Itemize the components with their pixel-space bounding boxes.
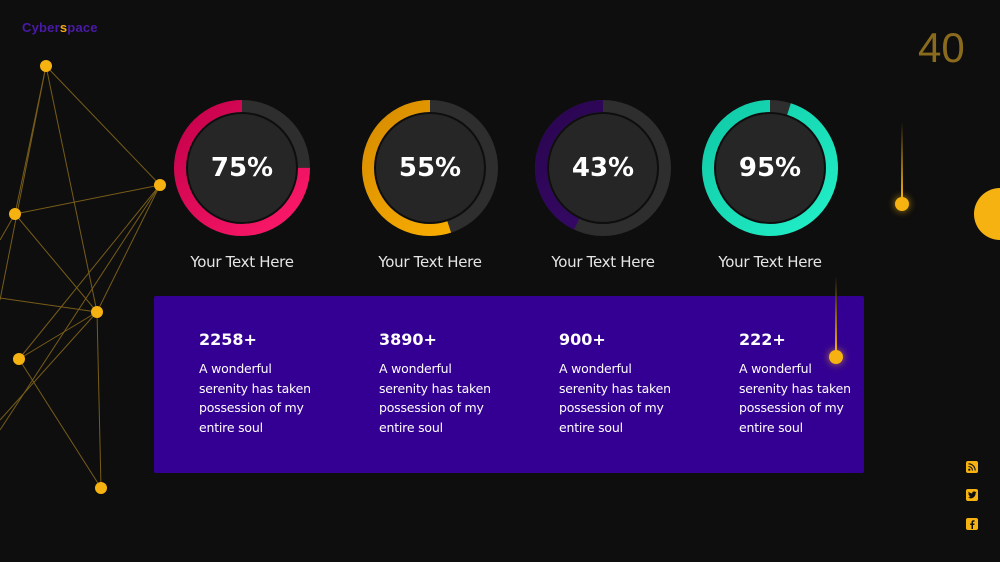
stat-number: 3890+ <box>379 330 437 349</box>
page-number: 40 <box>918 24 965 71</box>
ring-progress-arc <box>702 100 838 236</box>
desc-line: entire soul <box>739 419 803 435</box>
progress-value: 55% <box>398 153 462 183</box>
desc-line: entire soul <box>559 419 623 435</box>
progress-value: 75% <box>210 153 274 183</box>
stat-description: A wonderful serenity has taken possessio… <box>739 359 889 437</box>
progress-ring: 43% <box>533 98 673 238</box>
desc-line: possession of my <box>739 400 844 415</box>
ring-progress-arc <box>174 100 310 236</box>
ring-inner-disc <box>549 114 657 222</box>
desc-line: possession of my <box>379 400 484 415</box>
desc-line: serenity has taken <box>379 380 491 396</box>
progress-ring-graphic <box>535 100 671 236</box>
desc-line: serenity has taken <box>199 380 311 396</box>
gauge-caption: Your Text Here <box>551 253 655 271</box>
stat-number: 2258+ <box>199 330 257 349</box>
stat-number: 900+ <box>559 330 606 349</box>
progress-ring-graphic <box>362 100 498 236</box>
ring-inner-disc <box>188 114 296 222</box>
progress-ring: 75% <box>172 98 312 238</box>
stat-description: A wonderful serenity has taken possessio… <box>199 359 349 437</box>
hanging-line <box>835 276 837 352</box>
desc-line: A wonderful <box>379 361 452 376</box>
progress-ring: 55% <box>360 98 500 238</box>
desc-line: serenity has taken <box>559 380 671 396</box>
stats-panel: 2258+ A wonderful serenity has taken pos… <box>154 296 864 473</box>
progress-value: 95% <box>738 153 802 183</box>
hanging-line <box>901 122 903 198</box>
twitter-icon[interactable] <box>966 489 978 501</box>
desc-line: entire soul <box>199 419 263 435</box>
hanging-dot <box>829 350 843 364</box>
facebook-icon[interactable] <box>966 518 978 530</box>
stat-description: A wonderful serenity has taken possessio… <box>379 359 529 437</box>
stat-block: 3890+ A wonderful serenity has taken pos… <box>379 330 529 437</box>
edge-circle <box>974 188 1000 240</box>
ring-inner-disc <box>376 114 484 222</box>
desc-line: possession of my <box>559 400 664 415</box>
desc-line: A wonderful <box>559 361 632 376</box>
gauge-caption: Your Text Here <box>190 253 294 271</box>
rss-icon[interactable] <box>966 461 978 473</box>
logo: Cyberspace <box>22 20 98 35</box>
stat-description: A wonderful serenity has taken possessio… <box>559 359 709 437</box>
progress-value: 43% <box>571 153 635 183</box>
gauge-caption: Your Text Here <box>718 253 822 271</box>
desc-line: possession of my <box>199 400 304 415</box>
stat-block: 222+ A wonderful serenity has taken poss… <box>739 330 889 437</box>
desc-line: serenity has taken <box>739 380 851 396</box>
desc-line: A wonderful <box>199 361 272 376</box>
progress-ring: 95% <box>700 98 840 238</box>
desc-line: A wonderful <box>739 361 812 376</box>
network-decoration <box>0 60 166 494</box>
desc-line: entire soul <box>379 419 443 435</box>
ring-inner-disc <box>716 114 824 222</box>
hanging-dot <box>895 197 909 211</box>
progress-ring-graphic <box>702 100 838 236</box>
ring-progress-arc <box>362 100 498 236</box>
stat-block: 900+ A wonderful serenity has taken poss… <box>559 330 709 437</box>
stat-number: 222+ <box>739 330 786 349</box>
stat-block: 2258+ A wonderful serenity has taken pos… <box>199 330 349 437</box>
ring-progress-arc <box>535 100 671 236</box>
gauge-caption: Your Text Here <box>378 253 482 271</box>
progress-ring-graphic <box>174 100 310 236</box>
